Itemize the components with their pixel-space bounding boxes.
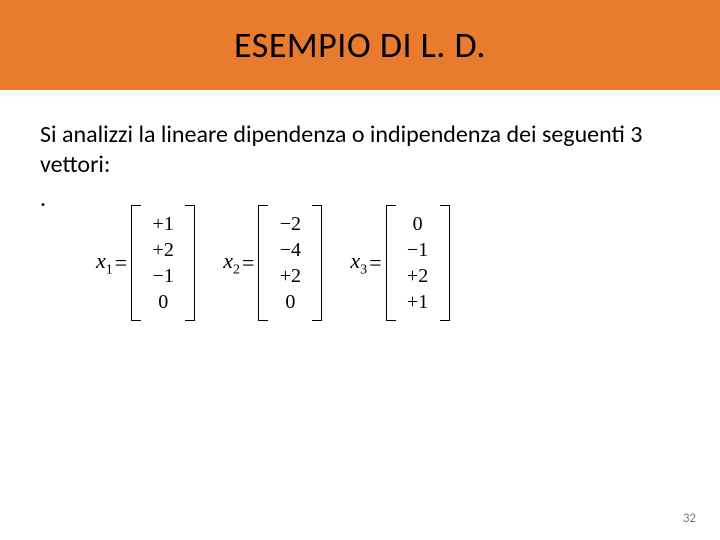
body-paragraph: Si analizzi la lineare dipendenza o indi… — [40, 120, 680, 180]
matrix-entry: 0 — [149, 289, 177, 315]
vector-symbol: x — [350, 248, 360, 273]
matrix-entry: +2 — [404, 263, 432, 289]
vector-matrix: +1 +2 −1 0 — [131, 205, 195, 321]
page-number: 32 — [683, 511, 696, 526]
right-bracket-icon — [185, 205, 195, 321]
vector-label: x2 — [223, 248, 240, 278]
title-bar: ESEMPIO DI L. D. — [0, 0, 720, 90]
matrix-entry: +1 — [149, 211, 177, 237]
left-bracket-icon — [131, 205, 141, 321]
matrix-column: −2 −4 +2 0 — [268, 205, 312, 321]
matrix-entry: +1 — [404, 289, 432, 315]
equals-sign: = — [369, 250, 381, 276]
vector-subscript: 2 — [233, 262, 240, 277]
vector-2: x2 = −2 −4 +2 0 — [223, 205, 322, 321]
matrix-entry: +2 — [276, 263, 304, 289]
vector-subscript: 3 — [360, 262, 367, 277]
matrix-entry: 0 — [404, 211, 432, 237]
vector-label: x3 — [350, 248, 367, 278]
vectors-row: x1 = +1 +2 −1 0 x2 = −2 — [96, 205, 680, 321]
equals-sign: = — [115, 250, 127, 276]
matrix-entry: −2 — [276, 211, 304, 237]
right-bracket-icon — [312, 205, 322, 321]
matrix-column: 0 −1 +2 +1 — [396, 205, 440, 321]
vector-1: x1 = +1 +2 −1 0 — [96, 205, 195, 321]
slide-title: ESEMPIO DI L. D. — [234, 23, 486, 67]
equals-sign: = — [242, 250, 254, 276]
matrix-entry: −4 — [276, 237, 304, 263]
vector-label: x1 — [96, 248, 113, 278]
matrix-entry: 0 — [276, 289, 304, 315]
matrix-column: +1 +2 −1 0 — [141, 205, 185, 321]
content-area: Si analizzi la lineare dipendenza o indi… — [0, 90, 720, 321]
matrix-entry: −1 — [149, 263, 177, 289]
vector-symbol: x — [96, 248, 106, 273]
vector-matrix: −2 −4 +2 0 — [258, 205, 322, 321]
right-bracket-icon — [440, 205, 450, 321]
matrix-entry: −1 — [404, 237, 432, 263]
left-bracket-icon — [258, 205, 268, 321]
left-bracket-icon — [386, 205, 396, 321]
vector-subscript: 1 — [106, 262, 113, 277]
matrix-entry: +2 — [149, 237, 177, 263]
vector-symbol: x — [223, 248, 233, 273]
vector-3: x3 = 0 −1 +2 +1 — [350, 205, 449, 321]
vector-matrix: 0 −1 +2 +1 — [386, 205, 450, 321]
